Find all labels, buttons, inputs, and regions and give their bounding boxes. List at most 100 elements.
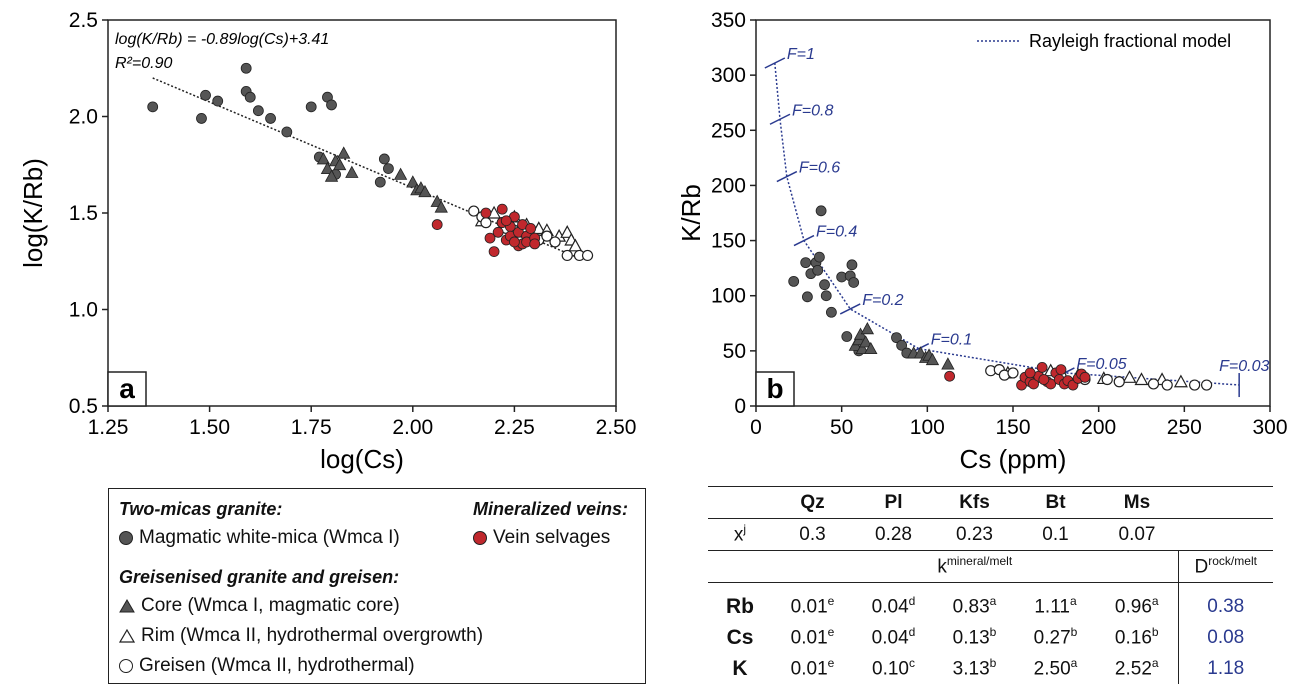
- legend-item-vein-selvages: Vein selvages: [473, 527, 610, 549]
- data-point: [383, 163, 394, 175]
- data-point: [468, 205, 480, 217]
- table-cell-d: 1.18: [1177, 653, 1273, 684]
- data-point: [858, 335, 873, 348]
- legend-item-rim: Rim (Wmca II, hydrothermal overgrowth): [119, 625, 483, 647]
- x-axis-label-a: log(Cs): [320, 444, 404, 474]
- table-col-header: Kfs: [959, 491, 990, 513]
- legend-item-magmatic: Magmatic white-mica (Wmca I): [119, 527, 400, 549]
- axis-ticks-b: 0 50 100 150 200 250 300 0 50 100 150 200 250 300 350: [711, 9, 1288, 439]
- data-point: [813, 251, 825, 263]
- table-col-header: Bt: [1045, 491, 1066, 513]
- legend-box: Two-micas granite: Mineralized veins: Ma…: [108, 488, 646, 684]
- data-point: [925, 352, 940, 366]
- data-point: [244, 91, 256, 103]
- data-point: [1101, 373, 1113, 386]
- x-tick-label: 50: [830, 416, 853, 439]
- data-point: [820, 290, 832, 302]
- y-axis-label-b: K/Rb: [676, 184, 706, 242]
- f-label: F=0.2: [862, 292, 903, 309]
- data-point: [819, 279, 830, 291]
- plot-frame-a: [107, 19, 617, 407]
- data-point: [200, 89, 211, 101]
- data-point: [896, 339, 908, 351]
- filled-circle-marker-icon: [119, 530, 133, 545]
- data-point: [431, 219, 443, 230]
- x-axis-label-b: Cs (ppm): [960, 444, 1067, 474]
- y-tick-label: 150: [711, 230, 746, 253]
- table-cell: 2.50a: [1033, 656, 1078, 680]
- partition-coefficient-table: Qz Pl Kfs Bt Ms xj 0.3 0.28 0.23 0.1 0.0…: [708, 486, 1273, 685]
- data-point: [1134, 372, 1149, 386]
- table-cell: 0.13b: [952, 625, 997, 649]
- data-point: [1201, 379, 1213, 391]
- x-tick-label: 150: [995, 416, 1030, 439]
- data-point: [568, 238, 583, 252]
- data-point: [1122, 370, 1137, 383]
- r-squared-label: R²=0.90: [115, 55, 172, 72]
- chart-panel-a: 1.25 1.50 1.75 2.00 2.25 2.500.51.01.52.02.5 …: [18, 9, 636, 474]
- y-tick-label: 300: [711, 64, 746, 87]
- filled-triangle-marker-icon: [119, 598, 135, 613]
- x-tick-label: 300: [1252, 416, 1287, 439]
- legend-group-veins-title: Mineralized veins:: [473, 499, 629, 519]
- y-tick-label: 100: [711, 285, 746, 308]
- table-row-label: Rb: [726, 594, 754, 618]
- red-circle-marker-icon: [473, 530, 487, 545]
- table-col-header: Ms: [1123, 491, 1151, 513]
- legend-item-label: Greisen (Wmca II, hydrothermal): [139, 655, 415, 676]
- table-row-label: Cs: [726, 625, 754, 649]
- legend-item-core: Core (Wmca I, magmatic core): [119, 595, 400, 617]
- data-point: [252, 105, 264, 117]
- data-point: [196, 113, 207, 124]
- f-label: F=0.05: [1076, 356, 1126, 373]
- data-point: [281, 126, 293, 138]
- data-point: [1173, 374, 1188, 388]
- legend-item-greisen: Greisen (Wmca II, hydrothermal): [119, 655, 415, 677]
- data-point: [860, 321, 875, 335]
- trend-equation: log(K/Rb) = -0.89log(Cs)+3.41: [115, 31, 329, 48]
- y-tick-label: 50: [723, 340, 746, 363]
- legend-item-label: Core (Wmca I, magmatic core): [141, 595, 400, 616]
- data-point: [332, 157, 347, 171]
- data-point: [337, 146, 351, 159]
- table-row-k: K 0.01e 0.10c 3.13b 2.50a 2.52a 1.18: [708, 653, 1273, 684]
- legend-group-greisen-title: Greisenised granite and greisen:: [119, 567, 400, 587]
- data-point: [265, 113, 276, 124]
- f-label: F=0.6: [799, 160, 840, 177]
- charts-canvas: 1.25 1.50 1.75 2.00 2.25 2.500.51.01.52.02.5 …: [18, 9, 1288, 474]
- data-point: [855, 341, 869, 355]
- x-tick-label: 2.00: [392, 416, 433, 439]
- x-tick-label: 250: [1167, 416, 1202, 439]
- data-point: [480, 207, 492, 219]
- data-point: [378, 153, 390, 165]
- y-tick-label: 250: [711, 119, 746, 142]
- legend-group-two-micas-title: Two-micas granite:: [119, 499, 283, 519]
- legend-item-label: Rim (Wmca II, hydrothermal overgrowth): [141, 625, 484, 646]
- data-point: [434, 200, 448, 213]
- data-point: [496, 203, 508, 215]
- table-cell: 0.04d: [871, 594, 916, 618]
- data-point: [800, 257, 812, 269]
- data-point: [549, 236, 561, 248]
- f-tick-mark: [776, 170, 798, 183]
- y-tick-label: 2.0: [69, 106, 98, 129]
- table-header-row: Qz Pl Kfs Bt Ms: [708, 486, 1273, 519]
- data-point: [500, 215, 512, 227]
- table-cell: 2.52a: [1114, 656, 1159, 680]
- table-cell: 0.23: [956, 523, 993, 545]
- data-point: [788, 275, 800, 287]
- data-point: [509, 236, 520, 248]
- f-tick-mark: [839, 303, 861, 315]
- data-points-a: [147, 62, 594, 262]
- data-point: [240, 62, 252, 74]
- y-tick-label: 1.0: [69, 299, 98, 322]
- table-col-header: Pl: [884, 491, 903, 513]
- table-cell: 1.11a: [1034, 594, 1077, 618]
- data-point: [212, 95, 224, 107]
- table-row-rb: Rb 0.01e 0.04d 0.83a 1.11a 0.96a 0.38: [708, 591, 1273, 622]
- d-rock-melt-header: Drock/melt: [1177, 550, 1273, 583]
- data-point: [891, 332, 902, 344]
- x-tick-label: 2.50: [596, 416, 637, 439]
- y-tick-label: 350: [711, 9, 746, 32]
- data-point: [1028, 378, 1039, 390]
